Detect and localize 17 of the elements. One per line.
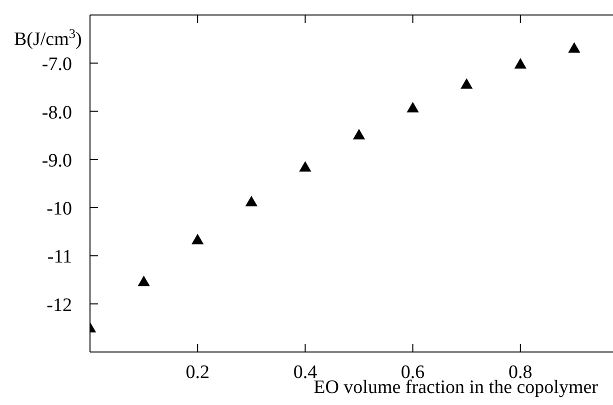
point (568, 42, 580, 53)
point (138, 276, 150, 286)
point (406, 102, 419, 112)
y-tick-label: -7.0 (42, 54, 72, 76)
point (460, 78, 473, 89)
y-tick-label: -11 (47, 246, 72, 268)
y-tick-label: -8.0 (42, 102, 72, 124)
y-axis-title: B(J/cm$^{3}$) (14, 26, 82, 50)
point (352, 128, 366, 140)
point (245, 196, 258, 206)
point (299, 161, 312, 172)
y-tick-label: -9.0 (42, 150, 72, 172)
x-tick-label: 0.2 (186, 362, 210, 383)
y-tick-label: -12 (46, 294, 72, 316)
y-tick-label: -10 (46, 198, 72, 220)
point (192, 234, 204, 244)
point (514, 58, 526, 69)
